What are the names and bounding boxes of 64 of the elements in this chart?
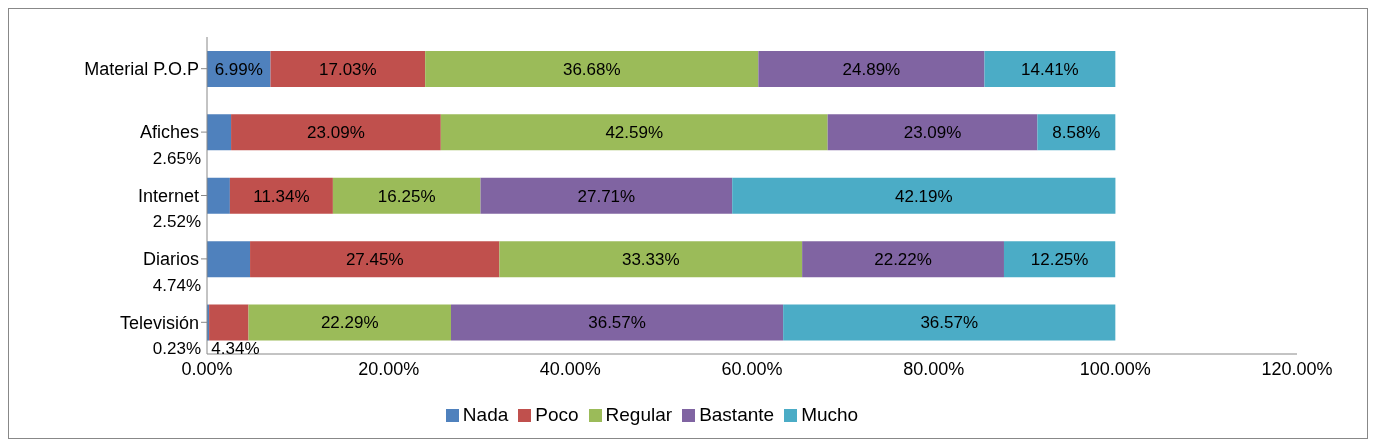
data-label: 4.74% [152, 275, 201, 295]
bar [480, 177, 733, 214]
bar [332, 177, 481, 214]
data-label: 6.99% [214, 59, 263, 79]
legend-label: Bastante [699, 404, 775, 425]
data-label: 27.71% [577, 186, 636, 206]
y-tick-label: Diarios [142, 249, 199, 270]
bar [229, 177, 333, 214]
bar [270, 50, 426, 87]
data-label: 42.19% [894, 186, 953, 206]
data-label: 36.57% [588, 313, 646, 333]
data-label: 12.25% [1030, 250, 1089, 270]
bar [984, 50, 1116, 87]
data-label: 36.57% [920, 313, 979, 333]
data-label: 2.52% [152, 212, 201, 232]
bar [499, 241, 803, 278]
bar [450, 304, 784, 341]
legend-label: Nada [462, 404, 509, 425]
bar [207, 114, 232, 151]
bar [783, 304, 1116, 341]
data-label: 4.34% [211, 339, 260, 359]
data-label: 11.34% [253, 186, 310, 206]
bar [250, 241, 500, 278]
bar [1003, 241, 1116, 278]
bar [231, 114, 441, 151]
x-tick-label: 20.00% [358, 358, 420, 379]
bar [209, 304, 249, 341]
data-label: 23.09% [307, 123, 365, 143]
legend-label: Poco [535, 404, 579, 425]
x-tick-label: 60.00% [721, 358, 783, 379]
bar [732, 177, 1116, 214]
x-tick-label: 100.00% [1079, 358, 1151, 379]
data-label: 36.68% [562, 59, 621, 79]
bar [440, 114, 828, 151]
bar [207, 177, 230, 214]
data-label: 42.59% [605, 123, 664, 143]
data-label: 22.29% [320, 313, 379, 333]
data-label: 8.58% [1052, 123, 1101, 143]
x-tick-label: 40.00% [539, 358, 601, 379]
y-tick-label: Televisión [119, 312, 199, 333]
data-label: 14.41% [1021, 59, 1079, 79]
data-label: 23.09% [903, 123, 962, 143]
y-tick-label: Afiches [139, 122, 199, 143]
bar [758, 50, 985, 87]
bar [802, 241, 1004, 278]
legend-label: Mucho [801, 404, 859, 425]
bar [827, 114, 1038, 151]
y-tick-label: Material P.O.P [84, 59, 199, 80]
legend-label: Regular [605, 404, 673, 425]
bar [248, 304, 451, 341]
data-label: 27.45% [345, 250, 404, 270]
bar [425, 50, 759, 87]
data-label: 0.23% [152, 339, 201, 359]
data-label: 2.65% [152, 148, 201, 168]
x-tick-label: 0.00% [181, 358, 233, 379]
data-label: 33.33% [621, 250, 680, 270]
data-label: 22.22% [874, 250, 932, 270]
data-label: 24.89% [842, 59, 901, 79]
data-label: 16.25% [377, 186, 436, 206]
bar [207, 241, 251, 278]
data-label: 17.03% [319, 59, 377, 79]
y-tick-label: Internet [137, 185, 199, 206]
x-tick-label: 80.00% [903, 358, 965, 379]
x-tick-label: 120.00% [1261, 358, 1333, 379]
